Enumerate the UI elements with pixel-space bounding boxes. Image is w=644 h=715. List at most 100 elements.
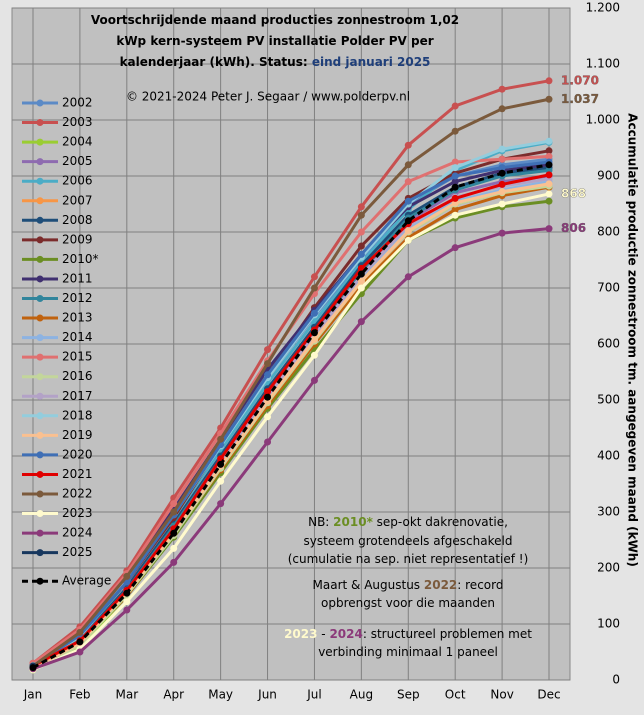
series-line <box>32 97 550 668</box>
legend-marker <box>36 197 44 205</box>
x-tick-label: Apr <box>163 688 184 702</box>
legend-label: 2005 <box>62 154 93 168</box>
series-line <box>32 160 550 668</box>
x-tick-label: Sep <box>397 688 420 702</box>
annotation-part: : record <box>457 578 503 592</box>
data-point <box>217 500 225 508</box>
data-point <box>498 169 506 177</box>
data-point <box>264 360 272 368</box>
data-point <box>357 250 365 258</box>
annotation: (cumulatie na sep. niet representatief !… <box>288 552 529 566</box>
y-tick-label: 100 <box>597 617 620 631</box>
data-point <box>451 127 459 135</box>
data-point <box>357 228 365 236</box>
data-point <box>170 500 178 508</box>
data-point <box>310 376 318 384</box>
x-tick-label: Aug <box>350 688 373 702</box>
data-point <box>264 438 272 446</box>
data-point <box>545 147 553 155</box>
x-tick-label: Nov <box>490 688 513 702</box>
legend-label: 2024 <box>62 526 93 540</box>
data-point <box>498 85 506 93</box>
legend-marker <box>36 373 44 381</box>
legend-marker <box>36 295 44 302</box>
y-tick-label: 300 <box>597 505 620 519</box>
legend-marker <box>36 236 44 244</box>
data-point <box>545 137 553 145</box>
data-point <box>170 544 178 552</box>
annotation: opbrengst voor die maanden <box>321 596 495 610</box>
data-point <box>404 178 412 186</box>
legend-marker <box>36 577 44 585</box>
annotation-part: NB: <box>308 515 333 529</box>
y-axis-label: Accumulatie productie zonnestroom tm. aa… <box>626 113 640 567</box>
y-tick-label: 0 <box>612 673 620 687</box>
chart-title: Voortschrijdende maand producties zonnes… <box>91 13 459 27</box>
legend-marker <box>36 510 44 518</box>
data-point <box>264 413 272 421</box>
legend-label: 2019 <box>62 428 93 442</box>
data-point <box>498 105 506 113</box>
annotation: NB: 2010* sep-okt dakrenovatie, <box>308 515 508 529</box>
data-point <box>451 244 459 252</box>
data-point <box>451 211 459 219</box>
data-point <box>451 183 459 191</box>
y-tick-label: 700 <box>597 281 620 295</box>
legend-marker <box>36 470 44 478</box>
data-point <box>498 155 506 163</box>
legend-label: 2022 <box>62 487 93 501</box>
data-point <box>357 242 365 250</box>
data-point <box>498 229 506 237</box>
legend-label: 2008 <box>62 213 93 227</box>
data-point <box>76 648 84 656</box>
legend-marker <box>36 412 44 420</box>
legend-label: 2023 <box>62 506 93 520</box>
data-point <box>545 171 553 179</box>
data-point <box>357 277 365 285</box>
subtitle: © 2021-2024 Peter J. Segaar / www.polder… <box>126 90 410 104</box>
series-line <box>32 79 550 665</box>
legend-label: 2010* <box>62 252 99 266</box>
data-point <box>451 158 459 166</box>
y-tick-label: 1.200 <box>586 1 620 15</box>
annotation-part: verbinding minimaal 1 paneel <box>318 645 498 659</box>
annotation-part: systeem grotendeels afgeschakeld <box>304 534 513 548</box>
data-point <box>217 435 225 443</box>
data-point <box>545 152 553 160</box>
legend-label: 2003 <box>62 115 93 129</box>
legend-marker <box>36 431 44 439</box>
data-point <box>498 164 506 172</box>
data-point <box>404 161 412 169</box>
annotation-part: 2023 <box>284 627 317 641</box>
legend-marker <box>36 158 44 166</box>
chart-title: kWp kern-systeem PV installatie Polder P… <box>116 34 433 48</box>
legend-marker <box>36 314 44 322</box>
annotation-part: (cumulatie na sep. niet representatief !… <box>288 552 529 566</box>
title-text: Voortschrijdende maand producties zonnes… <box>91 13 459 27</box>
legend-label: 2015 <box>62 350 93 364</box>
annotation-part: 2022 <box>424 578 457 592</box>
y-tick-label: 1.100 <box>586 57 620 71</box>
data-point <box>451 172 459 180</box>
series-line <box>32 173 550 668</box>
data-point <box>310 309 318 317</box>
data-point <box>357 284 365 292</box>
data-point <box>357 203 365 211</box>
legend-label: 2007 <box>62 193 93 207</box>
legend-label: 2011 <box>62 271 93 285</box>
legend-marker <box>36 549 44 557</box>
data-point <box>76 628 84 636</box>
annotation-part: Maart & Augustus <box>313 578 424 592</box>
data-point <box>451 206 459 214</box>
legend-marker <box>36 392 44 400</box>
data-point <box>264 388 272 396</box>
series-line <box>32 192 550 672</box>
data-point <box>76 638 84 646</box>
annotation: systeem grotendeels afgeschakeld <box>304 534 513 548</box>
annotation: 2023 - 2024: structureel problemen met <box>284 627 532 641</box>
legend-label: 2025 <box>62 545 93 559</box>
value-label: 1.037 <box>561 92 599 106</box>
x-tick-label: May <box>208 688 233 702</box>
legend-marker <box>36 255 44 263</box>
